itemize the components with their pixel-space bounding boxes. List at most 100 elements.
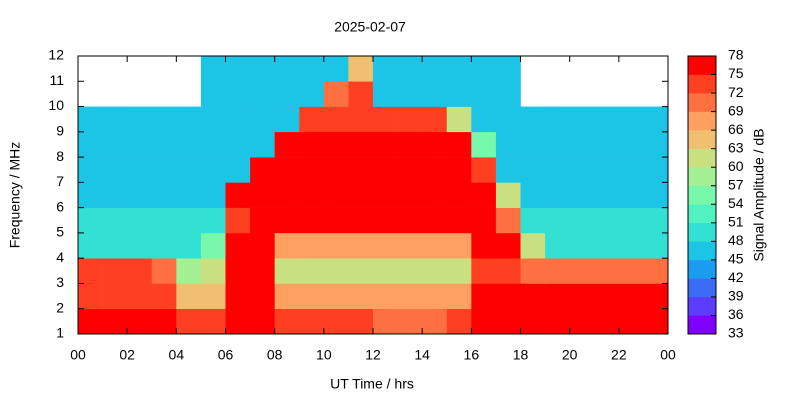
heatmap-cell <box>618 157 644 183</box>
heatmap-cell <box>250 207 275 234</box>
heatmap-cell <box>643 308 669 335</box>
heatmap-cell <box>594 182 620 208</box>
heatmap-cell <box>323 106 349 133</box>
y-tick-label: 10 <box>48 97 64 113</box>
colorbar-swatch <box>688 111 716 131</box>
heatmap-cell <box>373 56 398 82</box>
colorbar-swatch <box>688 296 716 316</box>
heatmap-cell <box>446 81 472 107</box>
x-tick-label: 04 <box>169 347 185 363</box>
heatmap-cell <box>127 182 153 208</box>
heatmap-cell <box>422 56 448 82</box>
heatmap-cell <box>176 283 202 310</box>
heatmap-cell <box>274 182 300 208</box>
heatmap-cell <box>373 283 398 310</box>
heatmap-cell <box>348 232 374 259</box>
x-tick-label: 12 <box>365 347 381 363</box>
colorbar-tick-label: 69 <box>728 102 744 118</box>
heatmap-cell <box>618 283 644 310</box>
heatmap-cell <box>299 131 325 158</box>
heatmap-cell <box>250 157 275 183</box>
heatmap-cell <box>569 308 595 335</box>
heatmap-cell <box>200 283 226 310</box>
colorbar-tick-label: 57 <box>728 176 744 192</box>
heatmap-cell <box>176 182 202 208</box>
heatmap-cell <box>471 106 497 133</box>
heatmap-cell <box>274 106 300 133</box>
heatmap-cell <box>348 207 374 234</box>
heatmap-cell <box>102 182 128 208</box>
heatmap-cell <box>348 157 374 183</box>
colorbar-swatch <box>688 204 716 224</box>
heatmap-cell <box>151 258 177 284</box>
heatmap-cell <box>520 106 546 133</box>
heatmap-cell <box>520 232 546 259</box>
colorbar-frame <box>687 55 717 335</box>
heatmap-cell <box>274 56 300 82</box>
heatmap-cell <box>471 308 497 335</box>
heatmap-cell <box>225 56 251 82</box>
heatmap-cell <box>495 157 521 183</box>
heatmap-cell <box>422 81 448 107</box>
heatmap-cell <box>274 157 300 183</box>
heatmap-cell <box>643 157 669 183</box>
heatmap-cell <box>594 131 620 158</box>
heatmap-cell <box>151 308 177 335</box>
heatmap-cell <box>102 308 128 335</box>
heatmap-cell <box>348 106 374 133</box>
heatmap-cell <box>446 283 472 310</box>
heatmap-cell <box>348 283 374 310</box>
heatmap-cell <box>373 207 398 234</box>
y-tick-label: 12 <box>48 47 64 63</box>
heatmap-cell <box>569 182 595 208</box>
heatmap-cell <box>299 308 325 335</box>
heatmap-cell <box>250 106 275 133</box>
colorbar-swatch <box>688 222 716 242</box>
colorbar-tick-label: 39 <box>728 288 744 304</box>
heatmap-cell <box>397 258 423 284</box>
heatmap-cell <box>569 283 595 310</box>
heatmap-cell <box>200 308 226 335</box>
heatmap-cell <box>225 131 251 158</box>
heatmap-cell <box>643 106 669 133</box>
colorbar-tick-label: 48 <box>728 232 744 248</box>
heatmap-cell <box>250 232 275 259</box>
heatmap-cell <box>151 157 177 183</box>
heatmap-cell <box>446 131 472 158</box>
heatmap-cell <box>594 283 620 310</box>
heatmap-cell <box>594 308 620 335</box>
colorbar-tick-label: 75 <box>728 65 744 81</box>
heatmap-cell <box>250 182 275 208</box>
heatmap-cell <box>471 207 497 234</box>
heatmap-cell <box>176 106 202 133</box>
heatmap-cell <box>422 232 448 259</box>
heatmap-cell <box>618 258 644 284</box>
heatmap-cell <box>569 232 595 259</box>
heatmap-cell <box>299 283 325 310</box>
heatmap-cell <box>520 131 546 158</box>
heatmap-cell <box>446 106 472 133</box>
colorbar-tick-label: 42 <box>728 269 744 285</box>
heatmap-cell <box>422 207 448 234</box>
x-tick-label: 14 <box>414 347 430 363</box>
heatmap-cell <box>127 207 153 234</box>
heatmap-cell <box>323 258 349 284</box>
x-axis-label: UT Time / hrs <box>330 376 414 392</box>
heatmap-cell <box>446 56 472 82</box>
heatmap-cell <box>422 182 448 208</box>
heatmap-cell <box>323 56 349 82</box>
chart-title: 2025-02-07 <box>334 19 406 35</box>
heatmap-cell <box>151 232 177 259</box>
heatmap-cell <box>348 56 374 82</box>
heatmap-cell <box>200 131 226 158</box>
heatmap-cell <box>323 283 349 310</box>
heatmap-cell <box>348 182 374 208</box>
heatmap-cell <box>446 182 472 208</box>
heatmap-cell <box>520 258 546 284</box>
colorbar-tick-label: 36 <box>728 306 744 322</box>
y-tick-label: 3 <box>56 274 64 290</box>
heatmap-cell <box>471 81 497 107</box>
heatmap-cell <box>569 258 595 284</box>
heatmap-cell <box>299 106 325 133</box>
